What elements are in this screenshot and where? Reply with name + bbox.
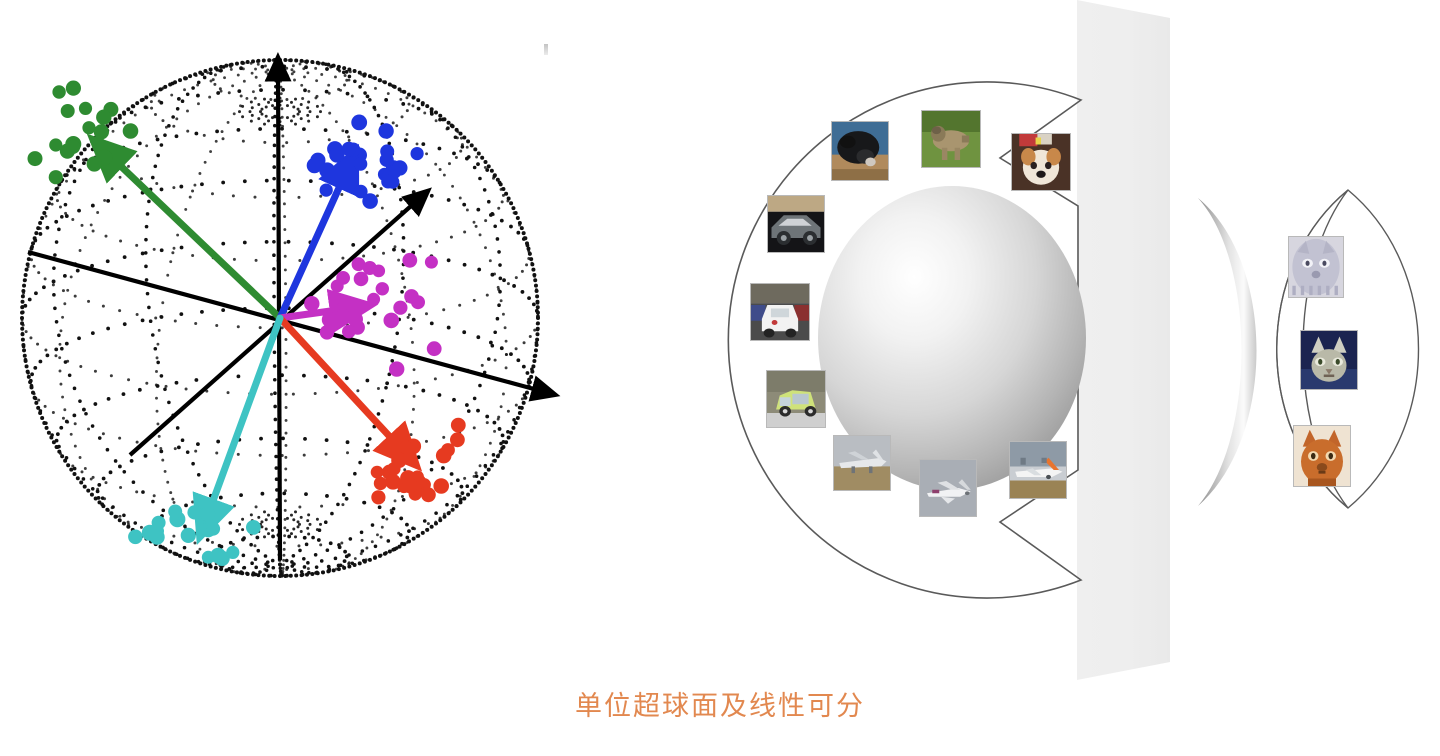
separated-region-lens-outline	[1276, 189, 1420, 509]
class-point-magenta-class	[335, 308, 351, 324]
class-point-red-class	[399, 440, 413, 454]
class-point-blue-class	[410, 147, 424, 161]
sphere-slice-crescent	[1198, 198, 1257, 506]
class-point-magenta-class	[372, 264, 386, 278]
class-point-green-class	[93, 124, 109, 140]
class-point-blue-class	[362, 193, 378, 209]
thumb-plane-orange	[1009, 441, 1067, 499]
class-point-blue-class	[329, 147, 345, 163]
class-point-red-class	[435, 447, 452, 464]
class-point-cyan-class	[180, 527, 196, 543]
class-point-blue-class	[388, 165, 402, 179]
class-point-magenta-class	[330, 279, 344, 293]
class-point-magenta-class	[353, 271, 369, 287]
class-point-magenta-class	[367, 292, 381, 306]
thumb-plane-prop	[833, 435, 891, 491]
class-point-blue-class	[381, 174, 395, 189]
class-vector-blue-class	[276, 143, 360, 322]
class-point-red-class	[391, 452, 407, 469]
class-point-magenta-class	[402, 252, 418, 268]
class-point-green-class	[122, 123, 139, 139]
class-point-red-class	[385, 474, 401, 490]
class-point-red-class	[433, 478, 450, 494]
class-point-red-class	[421, 487, 436, 503]
class-point-magenta-class	[304, 296, 320, 312]
class-point-red-class	[402, 477, 418, 494]
stray-speck-artifact	[544, 44, 548, 55]
embedding-space-outline	[727, 81, 1083, 599]
class-point-green-class	[96, 109, 112, 125]
thumb-car-dark	[767, 195, 825, 253]
class-point-blue-class	[319, 183, 333, 197]
class-point-blue-class	[306, 157, 323, 174]
class-point-green-class	[82, 121, 96, 135]
thumb-cat-tabby	[1300, 330, 1358, 390]
class-point-red-class	[371, 490, 386, 505]
class-point-red-class	[450, 417, 466, 433]
thumb-car-green	[766, 370, 826, 428]
class-point-magenta-class	[389, 361, 405, 377]
class-point-green-class	[78, 101, 93, 115]
class-point-magenta-class	[424, 255, 438, 269]
class-point-cyan-class	[226, 545, 240, 559]
class-point-green-class	[66, 139, 81, 154]
class-point-cyan-class	[141, 524, 158, 541]
class-point-magenta-class	[351, 257, 366, 272]
class-point-cyan-class	[246, 520, 261, 535]
thumb-dog-black	[831, 121, 889, 181]
class-point-red-class	[373, 476, 388, 491]
thumb-dog-terrier	[921, 110, 981, 168]
class-point-green-class	[60, 104, 75, 118]
thumb-plane-jet	[919, 459, 977, 517]
class-point-cyan-class	[200, 506, 216, 522]
class-point-magenta-class	[426, 341, 442, 357]
thumb-cat-orange	[1293, 425, 1351, 487]
class-point-green-class	[52, 85, 66, 99]
class-point-magenta-class	[383, 312, 400, 329]
unit-sphere-3d	[818, 186, 1086, 490]
class-point-green-class	[48, 170, 63, 185]
thumb-cat-gray	[1288, 236, 1344, 298]
slide-caption: 单位超球面及线性可分	[575, 691, 865, 722]
class-point-magenta-class	[404, 289, 419, 304]
class-vector-cyan-class	[192, 314, 284, 545]
class-mean-vectors	[86, 133, 423, 545]
class-point-magenta-class	[375, 282, 389, 296]
class-point-clusters	[27, 80, 466, 566]
class-point-blue-class	[341, 141, 357, 157]
class-point-magenta-class	[393, 300, 408, 315]
class-vector-green-class	[86, 133, 284, 322]
unit-hypersphere-plot	[0, 40, 600, 640]
class-point-blue-class	[319, 162, 336, 179]
class-point-red-class	[450, 432, 465, 448]
class-point-green-class	[27, 151, 43, 167]
class-point-green-class	[49, 138, 63, 152]
thumb-dog-corgi	[1011, 133, 1071, 191]
class-point-blue-class	[380, 144, 395, 159]
class-point-magenta-class	[342, 324, 356, 339]
class-point-magenta-class	[319, 325, 335, 340]
class-point-blue-class	[378, 123, 394, 139]
class-point-red-class	[370, 465, 384, 479]
class-point-magenta-class	[321, 311, 338, 328]
linear-classifier-plane	[1077, 0, 1170, 680]
class-vector-red-class	[276, 314, 423, 472]
class-point-green-class	[86, 156, 103, 172]
class-point-blue-class	[351, 114, 368, 131]
class-point-green-class	[65, 80, 81, 96]
class-point-cyan-class	[168, 504, 183, 519]
thumb-car-white	[750, 283, 810, 341]
class-point-cyan-class	[210, 547, 227, 564]
class-point-cyan-class	[128, 529, 143, 545]
class-point-blue-class	[353, 157, 368, 171]
class-point-blue-class	[354, 184, 368, 199]
class-point-cyan-class	[187, 505, 202, 520]
